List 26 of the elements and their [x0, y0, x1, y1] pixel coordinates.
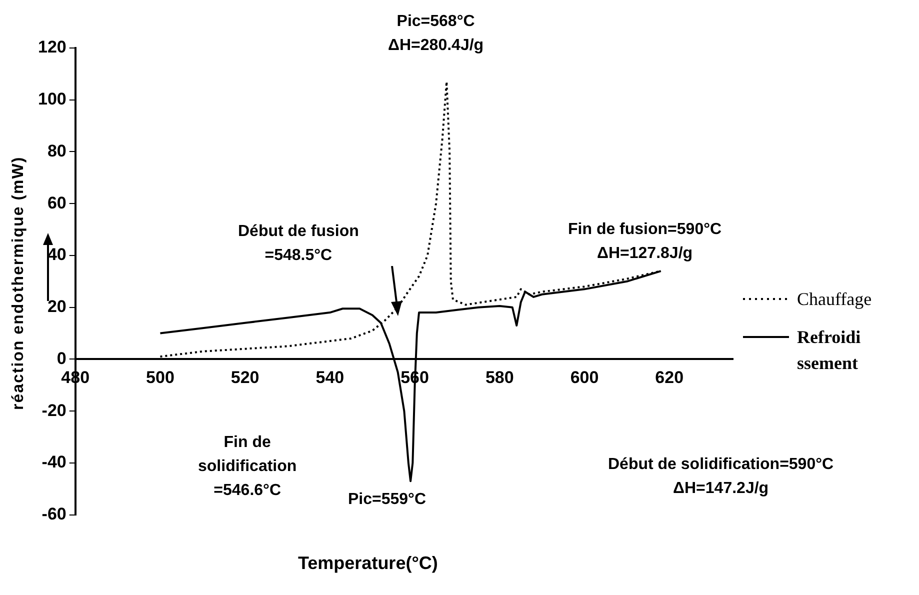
annotation: Fin de solidification =546.6°C: [198, 433, 297, 501]
y-axis-title: réaction endothermique (mW): [10, 155, 28, 412]
x-tick-label: 540: [316, 368, 344, 388]
x-tick-label: 500: [146, 368, 174, 388]
annotation: Fin de fusion=590°C ΔH=127.8J/g: [568, 220, 722, 264]
annotation: Début de fusion =548.5°C: [238, 222, 359, 266]
annotation: Début de solidification=590°C ΔH=147.2J/g: [608, 455, 834, 499]
x-tick-label: 580: [485, 368, 514, 388]
annotation: Pic=559°C: [348, 490, 426, 510]
y-tick-label: 100: [38, 90, 66, 109]
x-axis-title: Temperature(°C): [298, 553, 438, 574]
y-tick-label: 60: [47, 193, 66, 212]
x-tick-label: 520: [230, 368, 260, 388]
y-tick-label: -60: [42, 504, 66, 524]
legend-label: Refroidissement: [797, 326, 862, 375]
y-tick-label: 0: [56, 348, 66, 368]
y-tick-label: 120: [38, 38, 66, 57]
y-tick-label: 80: [47, 141, 66, 160]
x-tick-label: 600: [570, 368, 599, 388]
legend-label: Chauffage: [797, 288, 872, 311]
y-tick-label: 40: [47, 245, 66, 264]
y-tick-label: 20: [47, 297, 66, 316]
y-tick-label: -20: [42, 400, 66, 420]
y-tick-label: -40: [42, 452, 66, 472]
annotation: Pic=568°C ΔH=280.4J/g: [388, 12, 484, 56]
x-tick-label: 620: [655, 368, 684, 388]
